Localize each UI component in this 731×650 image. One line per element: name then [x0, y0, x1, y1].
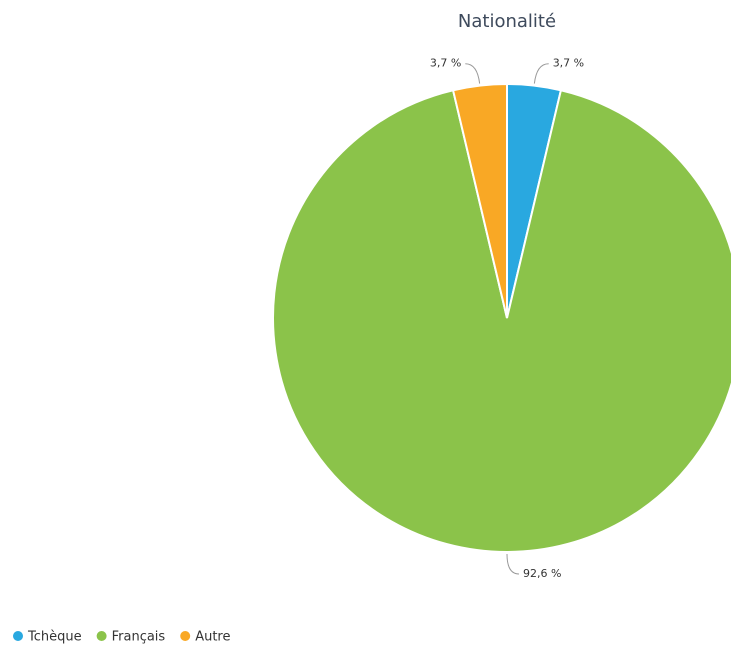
data-label: 3,7 % [553, 57, 584, 70]
legend-label: Tchèque [27, 630, 82, 645]
data-label: 3,7 % [430, 57, 461, 70]
legend-label: Français [112, 630, 166, 645]
legend-marker [13, 631, 23, 641]
legend-label: Autre [195, 630, 230, 645]
pie-slice [451, 82, 508, 319]
chart-title: Nationalité [458, 11, 556, 32]
leader-line [506, 553, 520, 575]
legend-marker [180, 631, 191, 641]
leader-line [533, 63, 549, 84]
leader-line [465, 63, 481, 84]
legend-marker [96, 631, 107, 641]
pie-slice [272, 89, 731, 553]
data-label: 92,6 % [523, 567, 561, 580]
